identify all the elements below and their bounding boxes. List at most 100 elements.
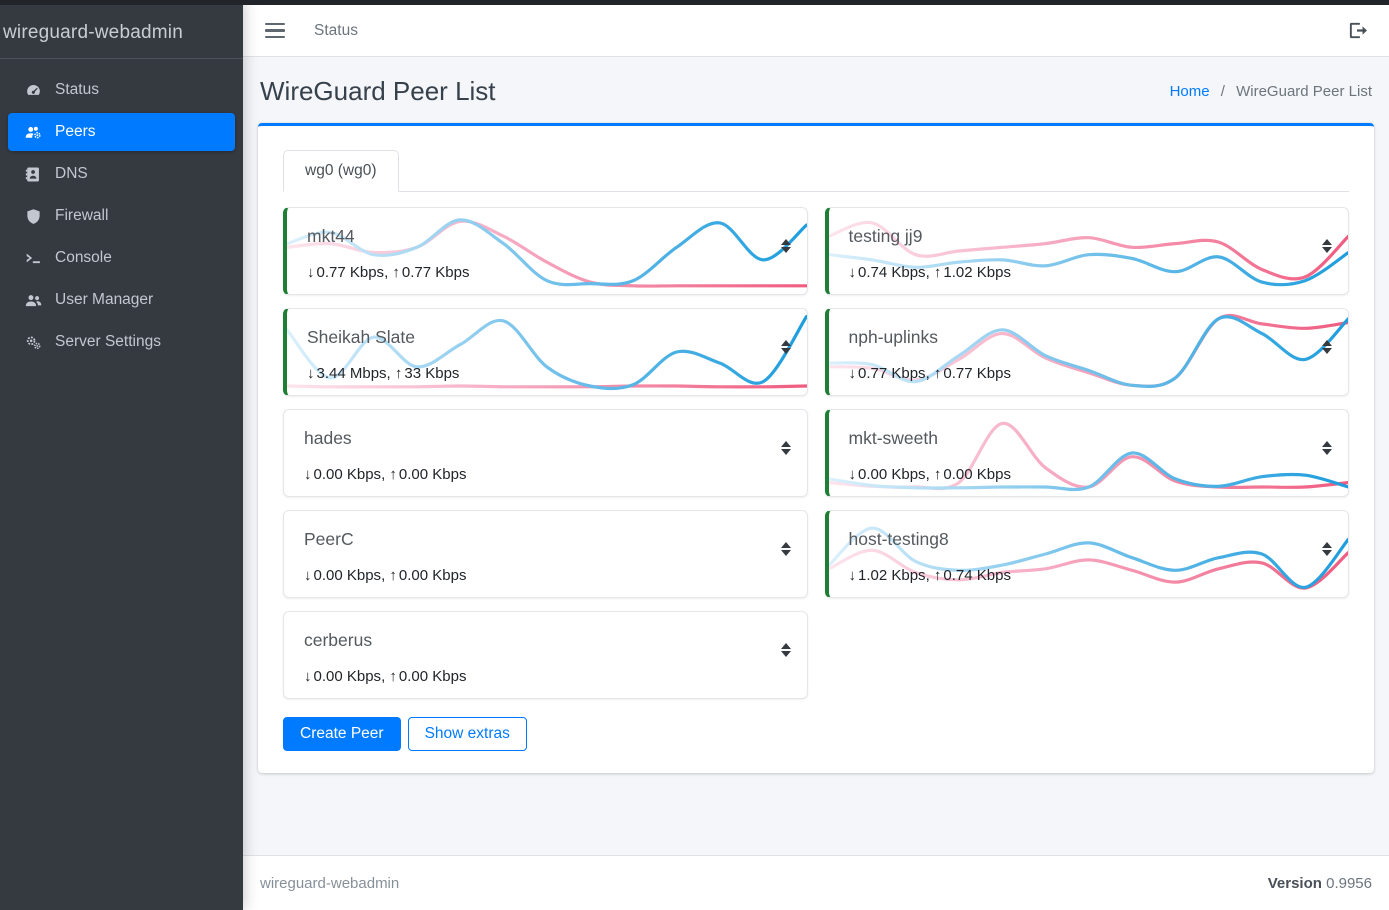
peer-name: cerberus <box>304 630 373 650</box>
download-icon: ↓ <box>848 365 857 382</box>
peer-traffic-sparkline <box>284 486 807 491</box>
peer-traffic-sparkline <box>828 220 1348 287</box>
create-peer-button[interactable]: Create Peer <box>283 717 401 751</box>
sort-icon[interactable] <box>780 340 791 354</box>
sidebar-item-status[interactable]: Status <box>8 71 235 109</box>
sort-icon[interactable] <box>1322 239 1332 253</box>
peer-traffic-sparkline <box>287 314 807 391</box>
download-icon: ↓ <box>848 466 857 483</box>
peer-name: Sheikah Slate <box>307 327 415 347</box>
sort-icon[interactable] <box>780 643 791 657</box>
peer-speeds: ↓ 0.77 Kbps, ↑ 0.77 Kbps <box>307 264 470 281</box>
upload-icon: ↑ <box>394 365 403 382</box>
breadcrumb: Home / WireGuard Peer List <box>1170 83 1372 100</box>
peer-list-card: wg0 (wg0) mkt44 ↓ 0.77 Kbps, ↑ 0.77 Kbps S… <box>258 123 1374 773</box>
download-icon: ↓ <box>307 264 315 281</box>
download-icon: ↓ <box>304 466 312 483</box>
sidebar-item-server-settings[interactable]: Server Settings <box>8 323 235 361</box>
peer-name: testing jj9 <box>848 226 923 246</box>
logout-icon[interactable] <box>1348 21 1367 40</box>
peer-card[interactable]: mkt44 ↓ 0.77 Kbps, ↑ 0.77 Kbps <box>283 207 808 295</box>
navbar-status-link[interactable]: Status <box>314 21 358 39</box>
breadcrumb-home-link[interactable]: Home <box>1169 83 1210 100</box>
upload-icon: ↑ <box>389 668 397 685</box>
sidebar-item-label: Status <box>55 81 99 98</box>
peer-card[interactable]: PeerC ↓ 0.00 Kbps, ↑ 0.00 Kbps <box>283 510 808 598</box>
peer-name: mkt44 <box>307 226 355 246</box>
peer-traffic-sparkline <box>284 587 807 592</box>
sort-icon[interactable] <box>780 542 791 556</box>
interface-tabs: wg0 (wg0) <box>283 150 1349 192</box>
terminal-icon <box>20 250 46 267</box>
sort-icon[interactable] <box>1322 542 1332 556</box>
peer-name: nph-uplinks <box>848 327 939 347</box>
menu-toggle-icon[interactable] <box>265 22 285 39</box>
sidebar-item-user-manager[interactable]: User Manager <box>8 281 235 319</box>
page-title: WireGuard Peer List <box>260 76 496 106</box>
sort-icon[interactable] <box>1322 340 1332 354</box>
top-strip <box>0 0 1389 5</box>
sidebar-item-label: Peers <box>55 123 96 140</box>
upload-icon: ↑ <box>933 466 942 483</box>
peer-card[interactable]: Sheikah Slate ↓ 3.44 Mbps, ↑ 33 Kbps <box>283 308 808 396</box>
upload-icon: ↑ <box>933 567 942 584</box>
address-book-icon <box>20 166 46 183</box>
peer-speeds: ↓ 0.77 Kbps, ↑ 0.77 Kbps <box>848 365 1011 382</box>
peer-card[interactable]: nph-uplinks ↓ 0.77 Kbps, ↑ 0.77 Kbps <box>824 308 1349 396</box>
upload-icon: ↑ <box>389 567 397 584</box>
download-icon: ↓ <box>848 567 857 584</box>
footer: wireguard-webadmin Version 0.9956 <box>243 855 1389 910</box>
show-extras-button[interactable]: Show extras <box>407 717 527 751</box>
download-icon: ↓ <box>848 264 857 281</box>
peer-card[interactable]: host-testing8 ↓ 1.02 Kbps, ↑ 0.74 Kbps <box>824 510 1349 598</box>
tab-wg0-wg0-[interactable]: wg0 (wg0) <box>283 150 399 192</box>
peer-speeds: ↓ 0.00 Kbps, ↑ 0.00 Kbps <box>304 668 467 685</box>
content-area: WireGuard Peer List Home / WireGuard Pee… <box>243 57 1389 855</box>
peer-name: hades <box>304 428 352 448</box>
sidebar-item-dns[interactable]: DNS <box>8 155 235 193</box>
sidebar-item-label: Server Settings <box>55 333 161 350</box>
sidebar-item-firewall[interactable]: Firewall <box>8 197 235 235</box>
peer-card[interactable]: cerberus ↓ 0.00 Kbps, ↑ 0.00 Kbps <box>283 611 808 699</box>
peer-traffic-sparkline <box>828 526 1348 590</box>
download-icon: ↓ <box>307 365 315 382</box>
peer-name: mkt-sweeth <box>848 428 938 448</box>
download-icon: ↓ <box>304 668 312 685</box>
breadcrumb-separator: / <box>1220 83 1225 100</box>
peer-traffic-sparkline <box>287 218 807 288</box>
upload-icon: ↑ <box>933 264 942 281</box>
sort-icon[interactable] <box>780 441 791 455</box>
peer-speeds: ↓ 0.00 Kbps, ↑ 0.00 Kbps <box>304 567 467 584</box>
version-info: Version 0.9956 <box>1267 874 1372 892</box>
sort-icon[interactable] <box>780 239 791 253</box>
gauge-icon <box>20 82 46 99</box>
upload-icon: ↑ <box>933 365 942 382</box>
peer-card[interactable]: mkt-sweeth ↓ 0.00 Kbps, ↑ 0.00 Kbps <box>824 409 1349 497</box>
peer-traffic-sparkline <box>284 688 807 693</box>
peer-speeds: ↓ 0.00 Kbps, ↑ 0.00 Kbps <box>304 466 467 483</box>
sidebar-item-label: DNS <box>55 165 88 182</box>
peer-card[interactable]: hades ↓ 0.00 Kbps, ↑ 0.00 Kbps <box>283 409 808 497</box>
breadcrumb-current: WireGuard Peer List <box>1236 83 1372 100</box>
peer-speeds: ↓ 1.02 Kbps, ↑ 0.74 Kbps <box>848 567 1011 584</box>
upload-icon: ↑ <box>392 264 400 281</box>
sidebar-item-label: Firewall <box>55 207 109 224</box>
shield-icon <box>20 208 46 225</box>
sidebar-item-label: Console <box>55 249 112 266</box>
peer-traffic-sparkline <box>828 313 1348 389</box>
sort-icon[interactable] <box>1322 441 1332 455</box>
peer-card[interactable]: testing jj9 ↓ 0.74 Kbps, ↑ 1.02 Kbps <box>824 207 1349 295</box>
sidebar-item-console[interactable]: Console <box>8 239 235 277</box>
brand-title[interactable]: wireguard-webadmin <box>0 0 243 59</box>
peer-name: host-testing8 <box>848 529 949 549</box>
top-navbar: Status <box>243 5 1389 57</box>
users-gear-icon <box>20 124 46 141</box>
peer-grid: mkt44 ↓ 0.77 Kbps, ↑ 0.77 Kbps Sheikah Sla… <box>283 207 1349 712</box>
peer-column-right: testing jj9 ↓ 0.74 Kbps, ↑ 1.02 Kbps nph-u… <box>824 207 1349 712</box>
sidebar: wireguard-webadmin Status Peers DNS Firewal… <box>0 0 243 910</box>
download-icon: ↓ <box>304 567 312 584</box>
peer-traffic-sparkline <box>828 421 1348 492</box>
users-icon <box>20 292 46 309</box>
sidebar-item-peers[interactable]: Peers <box>8 113 235 151</box>
gears-icon <box>20 334 46 351</box>
